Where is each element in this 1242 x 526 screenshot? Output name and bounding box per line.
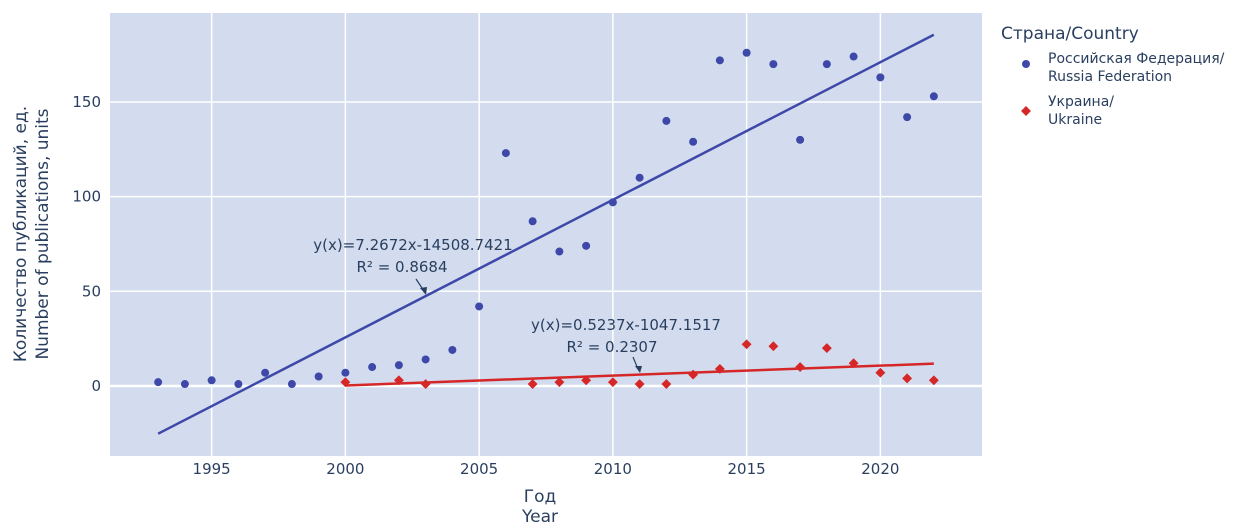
data-point-russia	[689, 137, 698, 146]
legend-title: Страна/Country	[1001, 24, 1139, 44]
data-point-russia	[822, 60, 831, 69]
x-tick-label: 2005	[460, 460, 498, 478]
x-tick-label: 2000	[326, 460, 364, 478]
x-tick-label: 1995	[193, 460, 231, 478]
data-point-ukraine	[714, 363, 725, 374]
y-tick-label: 0	[91, 377, 101, 395]
data-point-russia	[769, 60, 778, 69]
data-point-russia	[849, 52, 858, 61]
data-point-russia	[207, 376, 216, 385]
x-axis-title-en: Year	[521, 507, 558, 526]
data-point-russia	[341, 368, 350, 377]
trend-lines	[157, 33, 935, 435]
data-point-ukraine	[393, 375, 404, 386]
data-point-ukraine	[527, 379, 538, 390]
data-point-ukraine	[688, 369, 699, 380]
x-axis-title-ru: Год	[524, 487, 557, 507]
data-point-russia	[421, 355, 430, 364]
annotation-ukraine-r2: R² = 0.2307	[566, 338, 657, 356]
x-tick-label: 2020	[861, 460, 899, 478]
y-tick-label: 150	[72, 93, 101, 111]
x-axis-ticks: 1995 2000 2005 2010 2015 2020	[193, 460, 900, 478]
data-point-ukraine	[554, 377, 565, 388]
data-point-russia	[635, 173, 644, 182]
data-point-russia	[314, 372, 323, 381]
data-point-ukraine	[795, 362, 806, 372]
legend-marker-russia	[1022, 60, 1030, 68]
annotation-ukraine-equation: y(x)=0.5237x-1047.1517	[531, 316, 721, 334]
data-point-ukraine	[581, 375, 592, 386]
data-point-russia	[903, 113, 912, 122]
data-point-russia	[582, 241, 591, 250]
data-point-russia	[876, 73, 885, 82]
data-point-russia	[555, 247, 564, 256]
y-axis-title-en: Number of publications, units	[33, 108, 53, 359]
data-point-ukraine	[741, 339, 752, 350]
data-point-russia	[501, 149, 510, 158]
y-axis-ticks: 0 50 100 150	[72, 93, 101, 395]
legend-label-russia-line1: Российская Федерация/	[1048, 51, 1225, 67]
data-point-ukraine	[848, 358, 859, 369]
x-tick-label: 2010	[594, 460, 632, 478]
annotation-ukraine: y(x)=0.5237x-1047.1517 R² = 0.2307	[531, 316, 721, 373]
data-point-russia	[715, 56, 724, 65]
data-point-russia	[234, 380, 243, 389]
data-point-russia	[742, 48, 751, 57]
data-points	[154, 48, 939, 390]
data-point-russia	[394, 361, 403, 370]
annotation-russia-equation: y(x)=7.2672x-14508.7421	[313, 236, 512, 254]
data-point-ukraine	[634, 379, 645, 390]
data-point-russia	[608, 198, 617, 207]
annotation-russia: y(x)=7.2672x-14508.7421 R² = 0.8684	[313, 236, 513, 295]
data-point-russia	[180, 380, 189, 389]
data-point-ukraine	[420, 379, 431, 390]
legend-label-ukraine-line1: Украина/	[1048, 94, 1114, 110]
data-point-ukraine	[928, 375, 939, 386]
trend-line-russia	[157, 33, 935, 435]
data-point-ukraine	[902, 373, 913, 384]
trend-line-ukraine	[345, 362, 934, 387]
y-tick-label: 100	[72, 188, 101, 206]
legend: Страна/Country Российская Федерация/ Rus…	[1001, 24, 1225, 128]
data-point-russia	[287, 380, 296, 389]
data-point-russia	[448, 345, 457, 354]
data-point-ukraine	[661, 379, 672, 390]
data-point-russia	[796, 135, 805, 144]
y-axis-title-ru: Количество публикаций, ед.	[11, 106, 31, 362]
data-point-russia	[929, 92, 938, 101]
data-point-ukraine	[875, 367, 886, 378]
annotation-russia-arrowhead	[420, 287, 427, 295]
annotation-ukraine-arrowhead	[635, 366, 642, 373]
data-point-ukraine	[607, 377, 618, 388]
data-point-ukraine	[821, 343, 832, 354]
y-tick-label: 50	[82, 282, 101, 300]
data-point-russia	[662, 116, 671, 125]
x-tick-label: 2015	[728, 460, 766, 478]
data-point-russia	[528, 217, 537, 226]
legend-label-russia-line2: Russia Federation	[1048, 69, 1172, 85]
data-point-ukraine	[768, 341, 779, 352]
legend-label-ukraine-line2: Ukraine	[1048, 112, 1102, 128]
legend-marker-ukraine	[1021, 106, 1031, 116]
grid	[110, 13, 982, 456]
data-point-russia	[261, 368, 270, 377]
data-point-russia	[475, 302, 484, 311]
data-point-russia	[368, 363, 377, 372]
annotation-russia-r2: R² = 0.8684	[356, 258, 447, 276]
data-point-russia	[154, 378, 163, 387]
data-point-ukraine	[340, 377, 351, 388]
